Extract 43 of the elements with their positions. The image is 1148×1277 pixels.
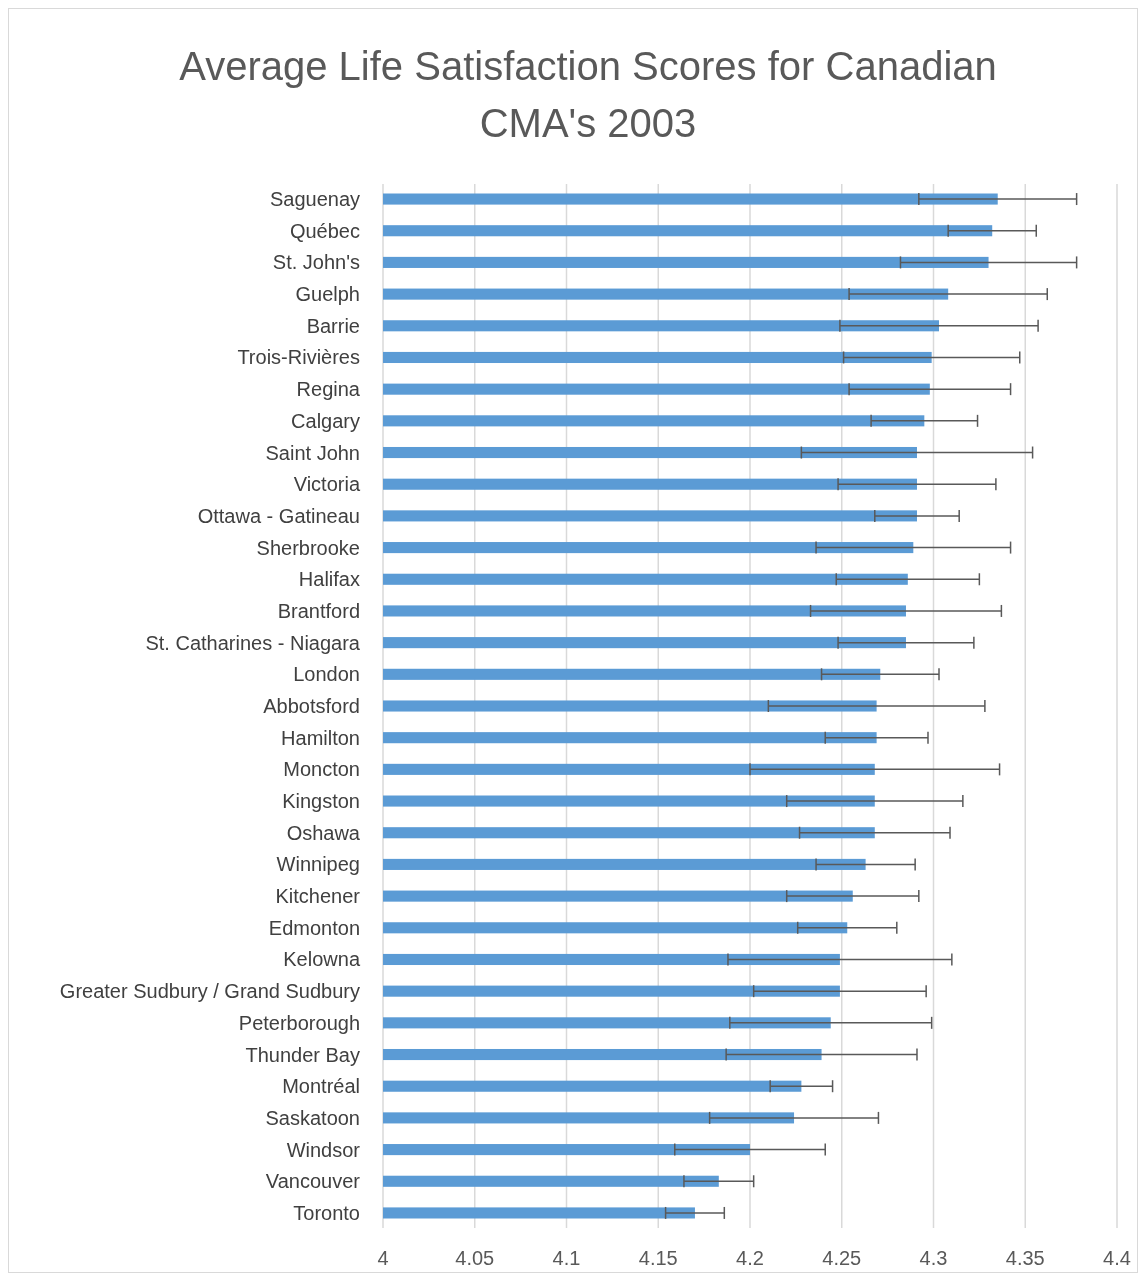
y-tick-label: Abbotsford (263, 695, 360, 717)
y-tick-label: St. Catharines - Niagara (145, 631, 361, 654)
x-tick-label: 4.3 (919, 1247, 948, 1269)
x-tick-label: 4.4 (1103, 1247, 1131, 1269)
y-tick-label: Saguenay (269, 188, 360, 211)
y-tick-label: Saint John (265, 441, 360, 464)
y-tick-label: Windsor (286, 1138, 361, 1161)
y-tick-label: Sherbrooke (256, 536, 360, 559)
y-tick-label: Edmonton (268, 916, 360, 939)
y-tick-label: St. John's (272, 251, 360, 274)
y-tick-label: Vancouver (265, 1170, 361, 1193)
y-tick-label: Greater Sudbury / Grand Sudbury (59, 980, 360, 1003)
x-tick-label: 4 (377, 1247, 389, 1269)
y-tick-label: Thunder Bay (245, 1043, 360, 1066)
y-tick-label: London (293, 663, 360, 686)
x-tick-label: 4.15 (638, 1247, 678, 1269)
y-tick-label: Montréal (282, 1075, 360, 1098)
y-tick-label: Trois-Rivières (237, 346, 360, 369)
y-tick-label: Kelowna (283, 948, 361, 971)
x-tick-label: 4.35 (1005, 1247, 1045, 1269)
y-tick-label: Halifax (298, 568, 360, 591)
y-tick-label: Ottawa - Gatineau (197, 504, 360, 527)
y-tick-label: Oshawa (286, 821, 361, 844)
chart-title: Average Life Satisfaction Scores for Canadian CMA's 2003 (179, 44, 997, 145)
x-tick-label: 4.05 (455, 1247, 495, 1269)
x-tick-label: 4.2 (736, 1247, 764, 1269)
y-tick-label: Barrie (306, 314, 360, 337)
y-tick-label: Brantford (277, 599, 360, 622)
y-tick-label: Victoria (293, 473, 361, 496)
y-tick-label: Kingston (282, 790, 360, 813)
y-tick-label: Calgary (291, 409, 360, 432)
y-tick-label: Winnipeg (276, 853, 360, 876)
y-tick-label: Saskatoon (265, 1106, 360, 1129)
y-tick-label: Regina (296, 378, 361, 401)
x-tick-label: 4.25 (822, 1247, 862, 1269)
y-tick-label: Toronto (293, 1201, 360, 1224)
y-tick-label: Guelph (295, 283, 360, 306)
y-tick-label: Hamilton (281, 726, 360, 749)
y-tick-label: Kitchener (275, 885, 361, 908)
y-tick-label: Québec (289, 219, 360, 242)
x-tick-label: 4.1 (552, 1247, 581, 1269)
y-tick-label: Moncton (283, 758, 360, 781)
y-tick-label: Peterborough (238, 1011, 360, 1034)
